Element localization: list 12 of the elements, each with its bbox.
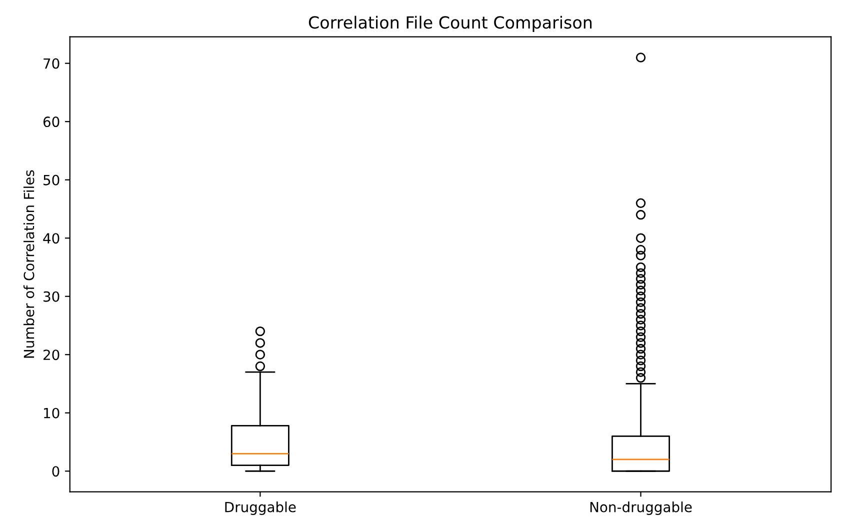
y-tick-label: 40	[43, 233, 60, 244]
y-tick-label: 0	[52, 466, 60, 477]
y-tick-label: 20	[44, 350, 60, 360]
y-tick-label: 70	[44, 58, 60, 69]
y-axis-title: Number of Correlation Files	[23, 170, 34, 358]
x-tick-label: Druggable	[225, 502, 296, 515]
chart-title: Correlation File Count Comparison	[308, 16, 592, 32]
y-tick-label: 30	[44, 291, 60, 302]
y-tick-label: 50	[44, 174, 60, 186]
x-tick-label: Non-druggable	[590, 502, 692, 515]
y-tick-label: 10	[44, 408, 60, 418]
y-tick-label: 60	[43, 116, 60, 128]
